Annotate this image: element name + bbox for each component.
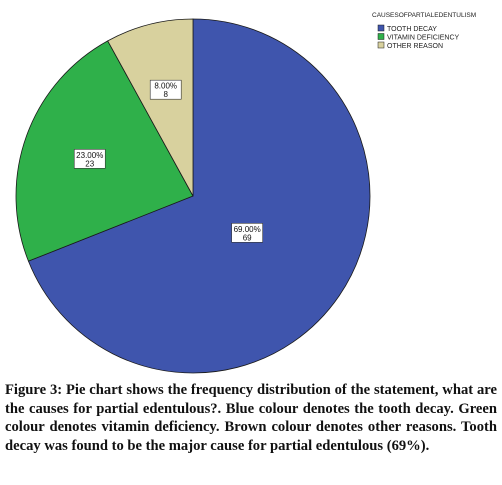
pie-slice-tooth-decay	[27, 18, 371, 374]
legend-title: CAUSESOFPARTIALEDENTULISM	[372, 12, 476, 19]
legend: CAUSESOFPARTIALEDENTULISM TOOTH DECAY VIT…	[372, 12, 476, 50]
legend-label: OTHER REASON	[387, 43, 443, 50]
legend-item: OTHER REASON	[377, 41, 443, 50]
data-label-box	[73, 149, 106, 169]
data-label-percent: 8.00%	[154, 82, 177, 91]
data-label-box	[231, 223, 263, 243]
data-label-count: 23	[85, 159, 94, 168]
legend-swatch	[377, 41, 385, 49]
data-label-count: 69	[243, 233, 252, 242]
pie-slice-other-reason	[107, 18, 194, 197]
data-label-percent: 69.00%	[234, 225, 261, 234]
pie-data-labels: 69.00%69 23.00%23 8.00%8	[73, 79, 263, 243]
legend-label: TOOTH DECAY	[387, 26, 437, 33]
data-label: 23.00%23	[73, 149, 106, 169]
legend-swatch	[377, 24, 385, 32]
data-label-count: 8	[163, 90, 168, 99]
pie-chart: 69.00%69 23.00%23 8.00%8 CAUSESOFPARTIALED…	[15, 12, 476, 374]
legend-swatch	[377, 33, 385, 40]
caption-text: Pie chart shows the frequency distributi…	[5, 382, 497, 454]
pie-slices	[15, 18, 371, 374]
legend-label: VITAMIN DEFICIENCY	[387, 35, 460, 42]
data-label: 69.00%69	[231, 223, 263, 243]
legend-item: TOOTH DECAY	[377, 24, 437, 33]
data-label-box	[149, 79, 182, 100]
data-label-percent: 23.00%	[76, 151, 103, 160]
legend-item: VITAMIN DEFICIENCY	[377, 33, 460, 42]
figure-caption: Figure 3: Pie chart shows the frequency …	[5, 381, 497, 455]
caption-label: Figure 3:	[5, 382, 63, 398]
data-label: 8.00%8	[149, 79, 182, 100]
